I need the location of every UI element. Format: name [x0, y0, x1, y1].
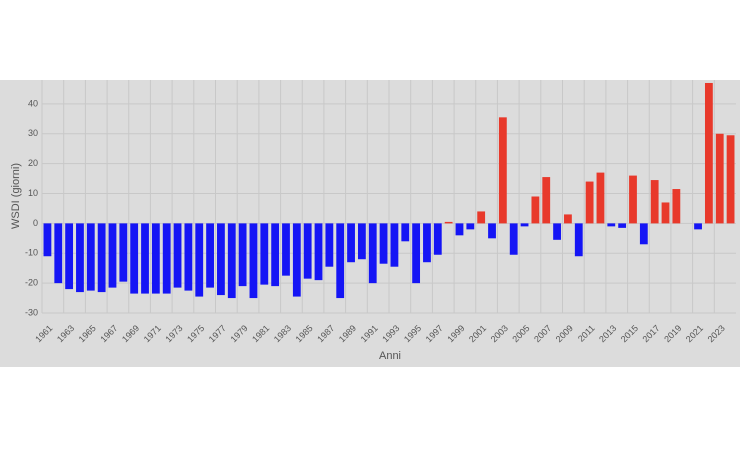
bar — [336, 223, 345, 299]
bar — [726, 135, 735, 224]
bar — [704, 82, 713, 224]
bar — [54, 223, 63, 284]
bar — [206, 223, 214, 288]
y-tick-label: 0 — [33, 218, 38, 228]
bar — [368, 223, 377, 284]
y-tick-label: -10 — [25, 248, 38, 258]
bar — [466, 223, 475, 230]
bar — [650, 180, 659, 224]
bar — [639, 223, 648, 245]
bar — [227, 223, 236, 299]
bar — [618, 223, 627, 228]
bar — [119, 223, 128, 282]
bar — [444, 221, 453, 224]
bar — [238, 223, 247, 287]
bar — [130, 223, 139, 294]
bar — [412, 223, 421, 284]
x-axis-label: Anni — [379, 350, 401, 362]
bar — [303, 223, 312, 279]
bar — [151, 223, 160, 294]
y-tick-label: 10 — [28, 188, 38, 198]
bar — [542, 177, 551, 224]
bar — [672, 189, 681, 224]
bar — [531, 196, 540, 224]
y-tick-label: -20 — [25, 278, 38, 288]
bar — [379, 223, 388, 264]
bar — [173, 223, 182, 288]
bar — [282, 223, 290, 276]
bar — [314, 223, 323, 281]
y-axis-label: WSDI (giorni) — [10, 163, 22, 229]
y-tick-label: 30 — [28, 128, 38, 138]
bar — [162, 223, 171, 294]
bar — [86, 223, 95, 291]
bar — [629, 175, 637, 224]
bar — [433, 223, 442, 255]
bar — [455, 223, 464, 236]
bar — [390, 223, 399, 267]
bar — [477, 211, 486, 224]
bar — [564, 214, 572, 224]
bar — [65, 223, 74, 290]
bar — [97, 223, 106, 293]
bar — [509, 223, 518, 255]
bar — [76, 223, 84, 293]
y-tick-label: -30 — [25, 307, 38, 317]
bar — [108, 223, 117, 288]
bar — [271, 223, 280, 287]
bar — [184, 223, 193, 291]
bar — [401, 223, 410, 242]
bar — [715, 133, 724, 224]
bar — [520, 223, 529, 227]
bar — [292, 223, 301, 297]
bar — [585, 181, 594, 224]
bar — [217, 223, 225, 296]
bar — [596, 172, 605, 224]
bar — [694, 223, 702, 230]
bar — [43, 223, 52, 257]
bar — [260, 223, 269, 285]
y-tick-label: 20 — [28, 158, 38, 168]
bar — [574, 223, 583, 257]
y-tick-label: 40 — [28, 98, 38, 108]
bar — [607, 223, 616, 227]
bar — [249, 223, 258, 299]
bar — [553, 223, 561, 240]
bar — [661, 202, 670, 224]
bar — [195, 223, 204, 297]
bar — [498, 117, 507, 224]
bar — [141, 223, 149, 294]
bar — [325, 223, 334, 267]
bar — [357, 223, 366, 260]
bar — [347, 223, 355, 263]
bar — [423, 223, 431, 263]
bar — [488, 223, 496, 239]
